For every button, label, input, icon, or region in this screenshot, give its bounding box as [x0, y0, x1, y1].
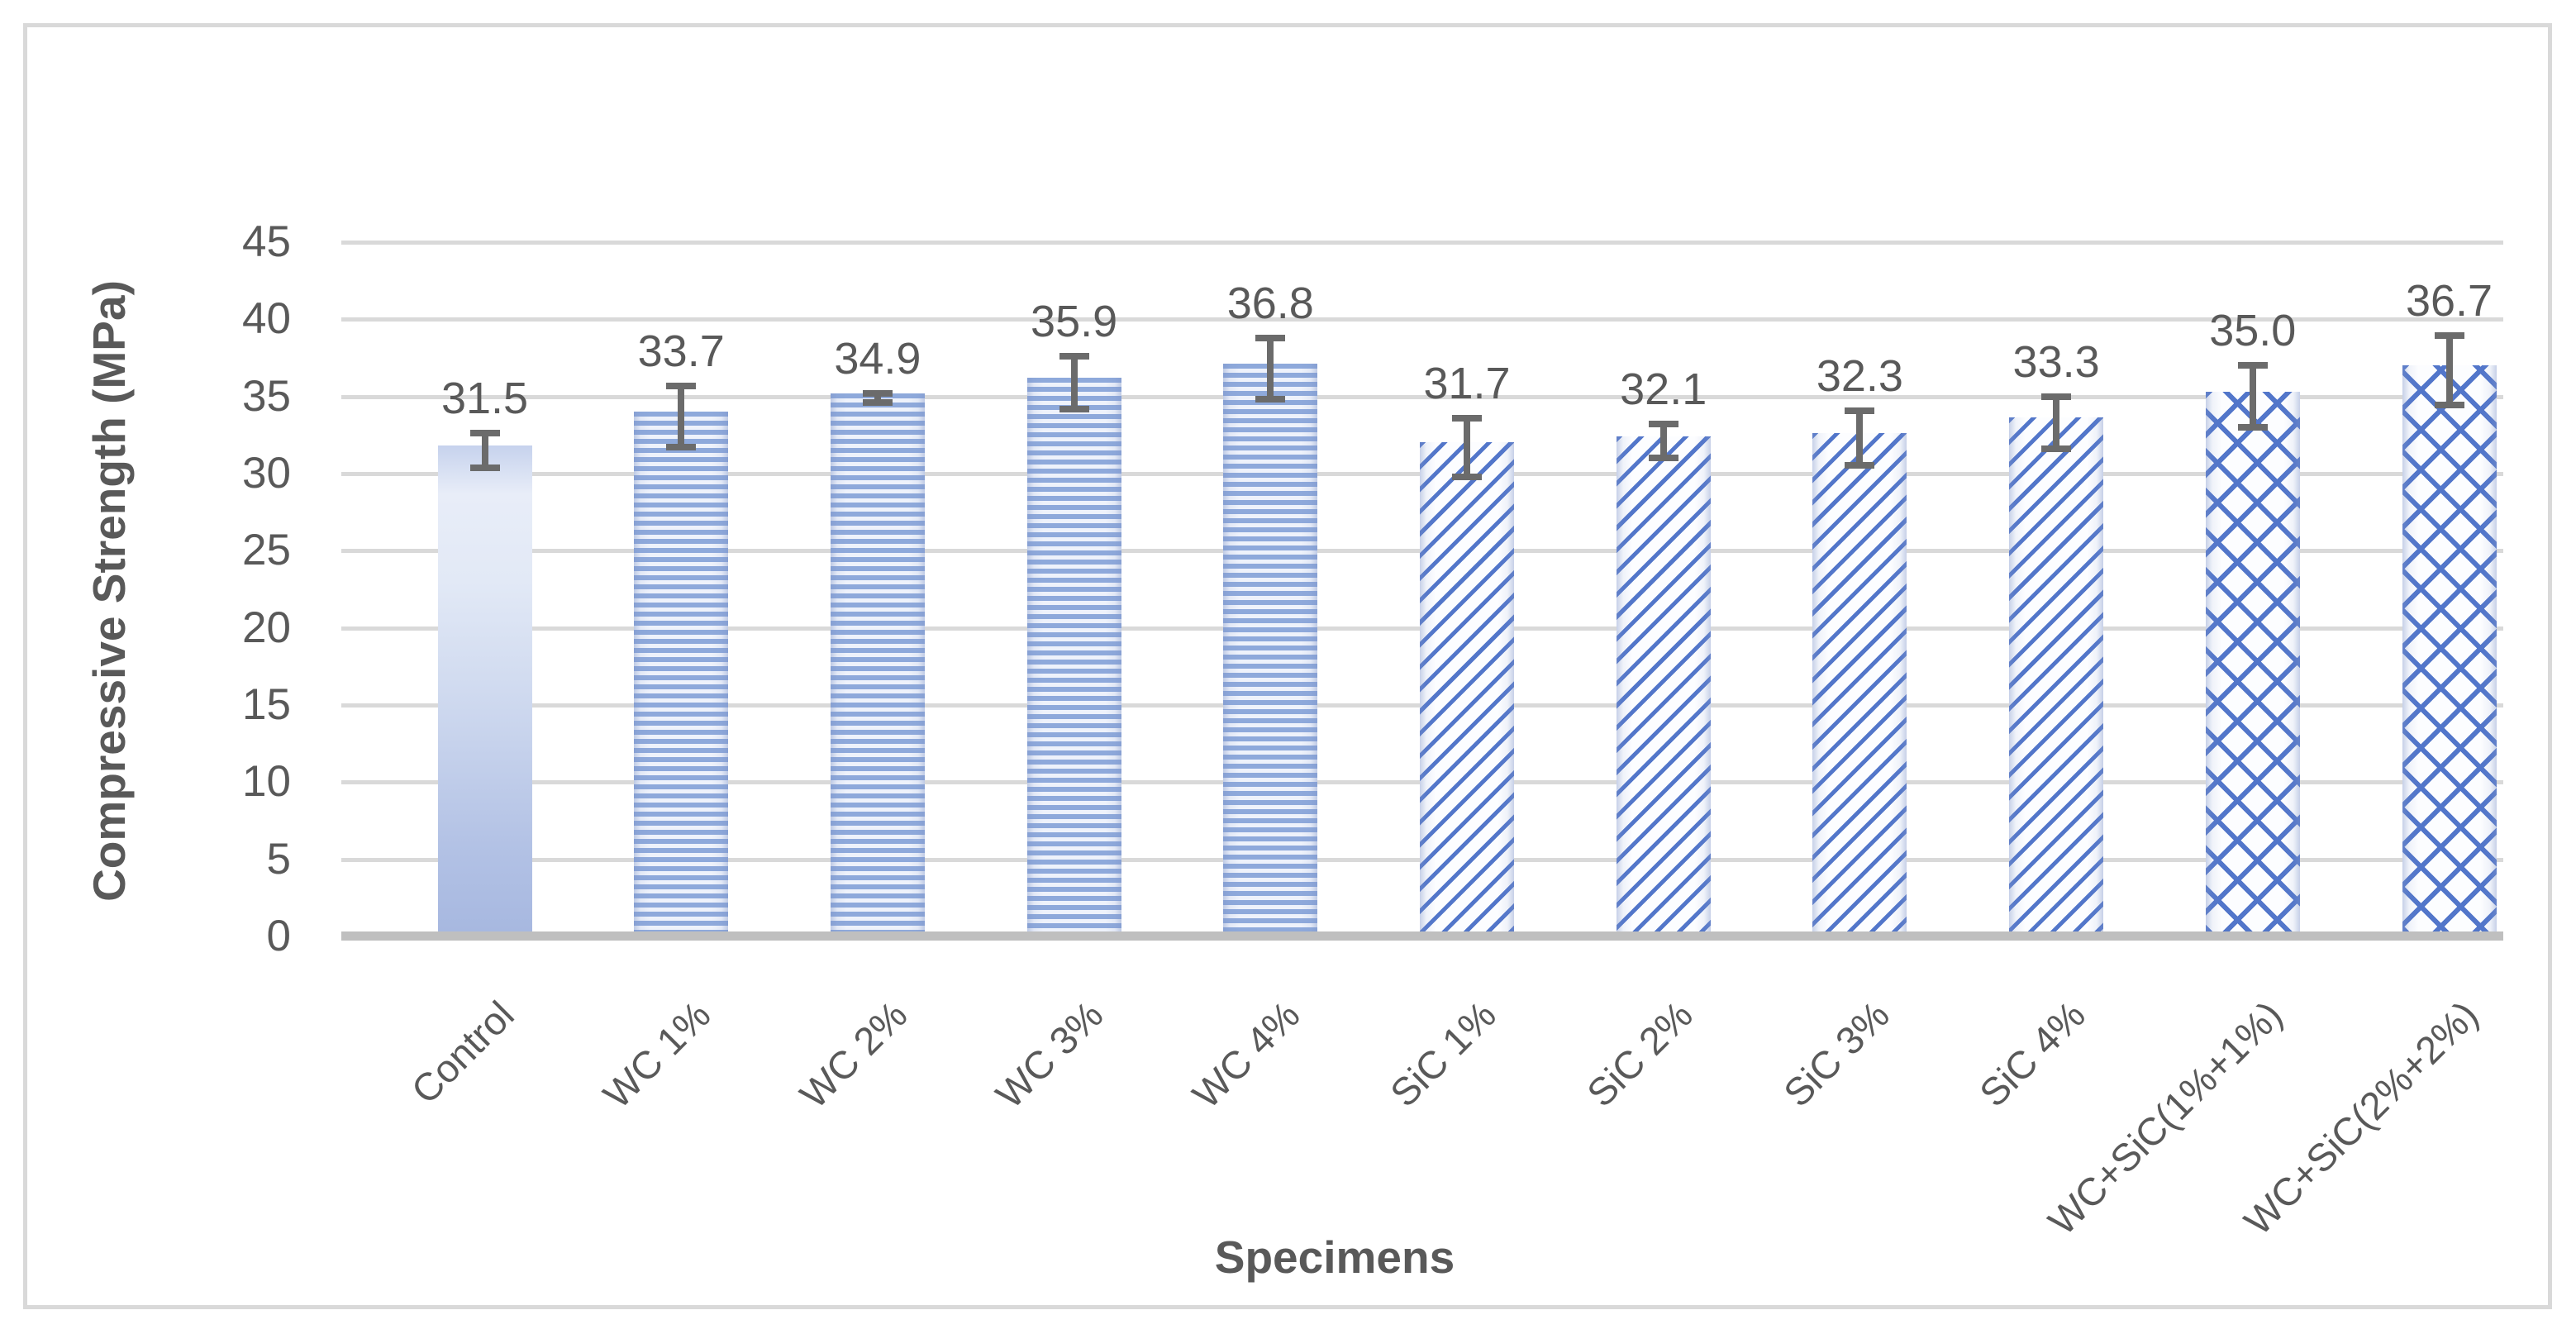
bar [830, 393, 925, 931]
error-bar-bottom-cap [1845, 461, 1875, 469]
error-bar-top-cap [2041, 393, 2072, 400]
bar [2205, 392, 2300, 931]
bar [1026, 378, 1121, 931]
error-bar-bottom-cap [666, 444, 697, 451]
bar [2402, 365, 2497, 931]
error-bar-top-cap [1452, 414, 1482, 422]
y-tick-label: 35 [242, 371, 291, 421]
error-bar-top-cap [1648, 421, 1678, 428]
error-bar-bottom-cap [1648, 455, 1678, 462]
y-tick-label: 5 [266, 834, 291, 884]
error-bar-line [2445, 335, 2453, 405]
y-tick-label: 45 [242, 217, 291, 266]
error-bar-top-cap [469, 430, 500, 437]
bar [634, 412, 729, 931]
y-tick-label: 0 [266, 912, 291, 960]
y-tick-label: 15 [242, 679, 291, 729]
error-bar-line [1856, 411, 1864, 465]
bar-value-label: 33.7 [637, 326, 725, 376]
bar [437, 445, 532, 931]
error-bar-top-cap [1255, 334, 1286, 341]
y-tick-label: 40 [242, 294, 291, 344]
bar-value-label: 36.7 [2405, 275, 2493, 326]
error-bar-line [678, 385, 685, 448]
error-bar-top-cap [2237, 362, 2268, 369]
y-tick-label: 20 [242, 603, 291, 652]
error-bar-top-cap [666, 382, 697, 389]
x-axis-line [341, 931, 2503, 941]
error-bar-line [1070, 356, 1078, 409]
bar-value-label: 32.1 [1620, 364, 1707, 415]
bar-value-label: 31.7 [1423, 358, 1511, 408]
error-bar-line [1464, 417, 1470, 477]
y-tick-label: 10 [242, 757, 291, 807]
bar-value-label: 34.9 [834, 333, 921, 384]
bar-value-label: 35.0 [2209, 306, 2297, 356]
error-bar-line [1267, 337, 1274, 400]
gridline [341, 240, 2503, 245]
bar [2009, 417, 2104, 931]
y-tick-label: 30 [242, 448, 291, 498]
error-bar-line [874, 393, 881, 403]
error-bar-bottom-cap [2041, 445, 2072, 453]
bar-value-label: 36.8 [1226, 278, 1314, 328]
x-axis-title: Specimens [1214, 1232, 1455, 1283]
bar-value-label: 33.3 [2012, 336, 2100, 387]
gridline [341, 394, 2503, 399]
error-bar-line [2249, 365, 2256, 427]
error-bar-line [2053, 396, 2060, 450]
error-bar-bottom-cap [1255, 396, 1286, 403]
bar [1223, 364, 1318, 931]
bar [1616, 436, 1711, 931]
bar-value-label: 32.3 [1816, 351, 1903, 402]
error-bar-bottom-cap [1452, 473, 1482, 480]
error-bar-bottom-cap [2434, 401, 2464, 408]
bar [1420, 442, 1514, 931]
error-bar-bottom-cap [469, 464, 500, 471]
error-bar-line [1659, 424, 1667, 459]
error-bar-line [481, 433, 488, 468]
error-bar-bottom-cap [2237, 423, 2268, 431]
bar-value-label: 31.5 [440, 374, 529, 424]
error-bar-top-cap [1059, 353, 1089, 360]
y-tick-label: 25 [242, 526, 291, 575]
error-bar-top-cap [2434, 331, 2464, 339]
bar [1812, 433, 1907, 931]
gridline [341, 317, 2503, 322]
error-bar-top-cap [1845, 407, 1875, 415]
error-bar-top-cap [862, 389, 893, 397]
error-bar-bottom-cap [862, 399, 893, 407]
error-bar-bottom-cap [1059, 405, 1089, 412]
bar-value-label: 35.9 [1031, 297, 1118, 347]
